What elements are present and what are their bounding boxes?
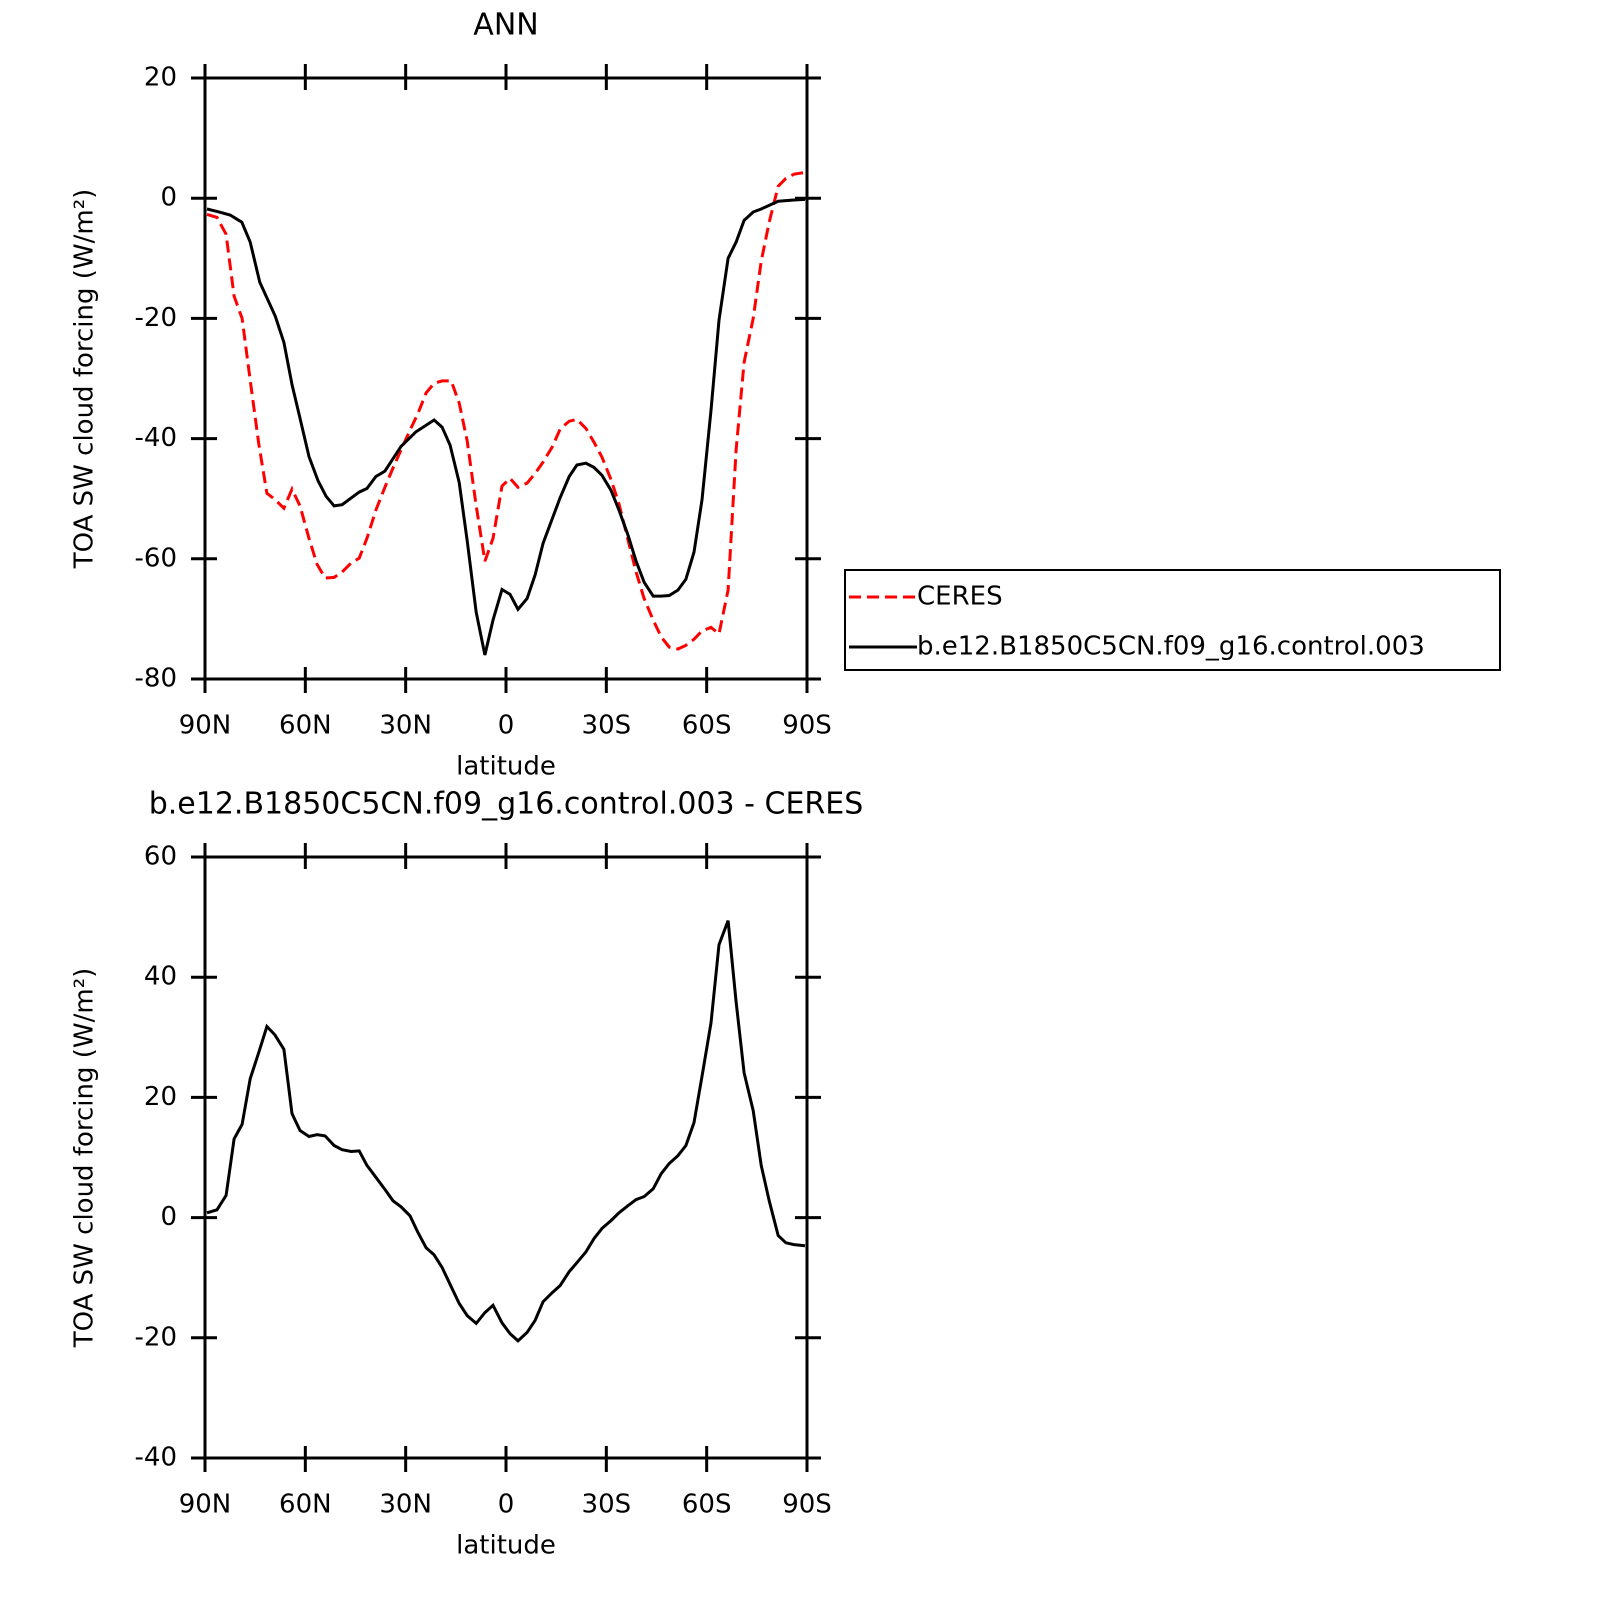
x-tick-label: 30N [379,1490,432,1520]
x-tick-label: 30S [582,1490,632,1520]
y-tick-label: 40 [144,962,177,992]
x-tick-label: 60S [682,1490,732,1520]
x-tick-label: 60N [279,1490,332,1520]
y-axis-label: TOA SW cloud forcing (W/m²) [70,968,100,1349]
y-tick-label: 0 [160,183,177,213]
y-tick-label: 0 [160,1202,177,1232]
x-tick-label: 90S [782,1490,832,1520]
legend-label: b.e12.B1850C5CN.f09_g16.control.003 [917,632,1425,662]
x-axis-label: latitude [456,752,556,782]
data-line [206,170,806,651]
y-tick-label: 20 [144,1082,177,1112]
x-tick-label: 60S [682,711,732,741]
x-tick-label: 60N [279,711,332,741]
legend-box [844,569,1501,671]
x-tick-label: 30S [582,711,632,741]
y-tick-label: -40 [135,1443,177,1473]
legend-label: CERES [917,582,1003,612]
x-tick-label: 90S [782,711,832,741]
chart-title: ANN [473,8,538,43]
y-tick-label: -20 [135,1322,177,1352]
chart-title: b.e12.B1850C5CN.f09_g16.control.003 - CE… [149,787,864,822]
y-tick-label: -20 [135,303,177,333]
y-tick-label: -80 [135,664,177,694]
plot-frame [203,76,809,681]
plot-frame [203,855,809,1460]
x-tick-label: 0 [498,1490,515,1520]
x-axis-label: latitude [456,1531,556,1561]
x-tick-label: 90N [179,711,232,741]
x-tick-label: 30N [379,711,432,741]
y-tick-label: -40 [135,423,177,453]
y-tick-label: -60 [135,543,177,573]
y-tick-label: 20 [144,63,177,93]
x-tick-label: 0 [498,711,515,741]
data-line [206,197,806,656]
y-axis-label: TOA SW cloud forcing (W/m²) [70,189,100,570]
data-line [206,920,806,1343]
y-tick-label: 60 [144,842,177,872]
x-tick-label: 90N [179,1490,232,1520]
